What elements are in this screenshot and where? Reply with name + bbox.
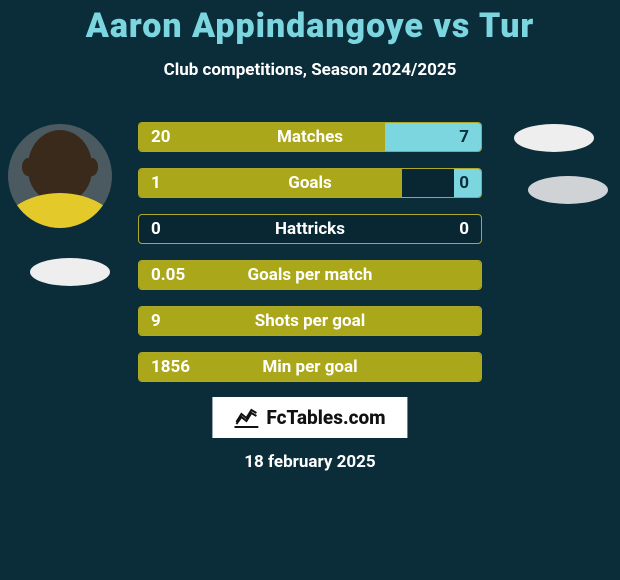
stat-value-left: 9 bbox=[139, 307, 173, 335]
avatar-shirt bbox=[8, 193, 112, 228]
avatar-ear bbox=[22, 158, 34, 176]
stat-value-right: 7 bbox=[447, 123, 481, 151]
stat-row: Hattricks0 0 bbox=[138, 214, 482, 244]
comparison-bars: Matches207Goals10Hattricks00Goals per ma… bbox=[138, 122, 482, 398]
stat-label: Shots per goal bbox=[139, 307, 481, 335]
stat-row: Min per goal1856 bbox=[138, 352, 482, 382]
stat-label: Goals bbox=[139, 169, 481, 197]
chart-icon bbox=[234, 408, 258, 428]
stat-value-left: 0 bbox=[139, 215, 173, 243]
avatar-head bbox=[28, 130, 92, 202]
stat-value-left: 20 bbox=[139, 123, 183, 151]
infographic-date: 18 february 2025 bbox=[0, 452, 620, 472]
stat-value-right: 0 bbox=[447, 169, 481, 197]
player-left-flag bbox=[30, 258, 110, 286]
player-right-flag-2 bbox=[528, 176, 608, 204]
stat-row: Goals1 0 bbox=[138, 168, 482, 198]
stat-row: Goals per match0.05 bbox=[138, 260, 482, 290]
stat-label: Hattricks bbox=[139, 215, 481, 243]
page-subtitle: Club competitions, Season 2024/2025 bbox=[0, 60, 620, 80]
stat-value-left: 1 bbox=[139, 169, 173, 197]
stat-value-right: 0 bbox=[447, 215, 481, 243]
fctables-logo: FcTables.com bbox=[209, 394, 410, 441]
player-right-flag bbox=[514, 124, 594, 152]
page-title: Aaron Appindangoye vs Tur bbox=[0, 0, 620, 46]
stat-row: Shots per goal9 bbox=[138, 306, 482, 336]
stat-value-left: 1856 bbox=[139, 353, 202, 381]
stat-label: Matches bbox=[139, 123, 481, 151]
player-left-avatar bbox=[8, 124, 112, 228]
logo-text: FcTables.com bbox=[266, 406, 385, 429]
stat-row: Matches20 7 bbox=[138, 122, 482, 152]
stat-value-left: 0.05 bbox=[139, 261, 197, 289]
avatar-ear bbox=[86, 158, 98, 176]
